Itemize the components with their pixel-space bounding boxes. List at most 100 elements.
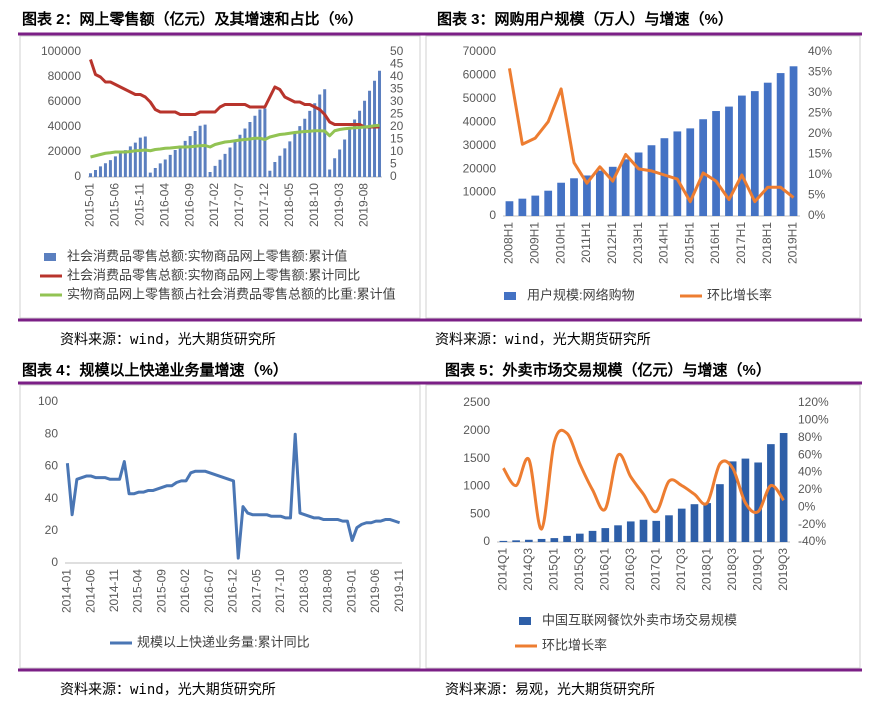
y2-tick-label: 25 [390, 107, 404, 121]
x-tick-label: 2015-06 [108, 183, 122, 227]
x-tick-label: 2014H1 [657, 222, 671, 264]
y-tick-label: 80 [45, 426, 59, 440]
bar [789, 66, 798, 216]
bar [148, 172, 152, 177]
line-series [90, 123, 380, 159]
y2-tick-label: 5% [808, 188, 826, 202]
x-tick-label: 2012H1 [605, 222, 619, 264]
bar [178, 145, 182, 177]
panel [19, 384, 421, 669]
x-tick-label: 2019-03 [332, 183, 346, 227]
y-tick-label: 0 [483, 534, 490, 548]
x-tick-label: 2017-05 [249, 569, 263, 613]
bar [763, 82, 772, 216]
y2-tick-label: 35 [390, 82, 404, 96]
bar [738, 95, 746, 216]
bar [93, 170, 97, 177]
legend-label: 社会消费品零售总额:实物商品网上零售额:累计同比 [67, 267, 360, 282]
bar [98, 166, 102, 177]
bar [634, 152, 643, 216]
bar [712, 111, 720, 216]
bar [113, 156, 117, 177]
bar [138, 137, 142, 177]
bar [499, 540, 508, 542]
legend-label: 规模以上快递业务量:累计同比 [137, 634, 310, 649]
x-tick-label: 2018-08 [321, 569, 335, 613]
bar [248, 122, 252, 177]
y2-tick-label: -20% [798, 517, 826, 531]
bar [518, 198, 527, 216]
y-tick-label: 40000 [463, 114, 497, 128]
x-tick-label: 2016Q3 [623, 548, 637, 591]
bar [88, 173, 92, 177]
bar [318, 94, 322, 177]
x-tick-label: 2011H1 [579, 222, 593, 263]
line-series [502, 428, 785, 531]
y2-tick-label: 80% [798, 430, 822, 444]
line-series [507, 68, 795, 204]
bar [208, 172, 212, 177]
x-tick-label: 2016-04 [157, 183, 171, 227]
bar [767, 444, 775, 542]
bar [203, 124, 207, 177]
bar [218, 159, 222, 177]
bar [353, 119, 357, 177]
y-tick-label: 60 [45, 459, 59, 473]
bar [690, 504, 699, 542]
bar [223, 153, 227, 177]
bar [103, 163, 107, 177]
bar [343, 139, 347, 177]
bar [133, 142, 137, 177]
x-tick-label: 2017-10 [273, 569, 287, 613]
bar [278, 155, 282, 177]
panel [425, 384, 861, 669]
bar [368, 90, 372, 177]
x-tick-label: 2015H1 [682, 222, 696, 264]
y2-tick-label: 10 [390, 144, 404, 158]
y-tick-label: 100000 [41, 44, 81, 58]
x-tick-label: 2019H1 [786, 222, 800, 264]
x-tick-label: 2014-01 [60, 569, 74, 613]
bar [652, 520, 661, 542]
y-tick-label: 40 [45, 491, 59, 505]
bar [323, 89, 327, 177]
bar [673, 131, 682, 216]
bar [348, 129, 352, 177]
x-tick-label: 2019-01 [344, 569, 358, 613]
y2-tick-label: 30 [390, 94, 404, 108]
y-tick-label: 60000 [48, 94, 82, 108]
bar [193, 131, 197, 177]
bar [754, 462, 762, 542]
x-tick-label: 2013H1 [631, 222, 645, 264]
y2-tick-label: -40% [798, 534, 826, 548]
x-tick-label: 2015Q1 [546, 548, 560, 591]
legend-label: 实物商品网上零售额占社会消费品零售总额的比重:累计值 [67, 286, 396, 301]
y-tick-label: 70000 [463, 44, 497, 58]
bar [253, 115, 257, 177]
x-tick-label: 2018H1 [760, 222, 774, 264]
bar [128, 146, 132, 177]
bar [621, 159, 630, 216]
x-tick-label: 2018-05 [282, 183, 296, 227]
y2-tick-label: 30% [808, 85, 832, 99]
y2-tick-label: 20% [808, 126, 832, 140]
bar [158, 163, 162, 177]
y-tick-label: 40000 [48, 119, 82, 133]
legend-label: 中国互联网餐饮外卖市场交易规模 [542, 612, 737, 627]
y2-tick-label: 40% [808, 44, 832, 58]
y-tick-label: 20000 [463, 161, 497, 175]
bar [588, 530, 597, 542]
y-tick-label: 0 [489, 208, 496, 222]
bar [525, 539, 533, 542]
bar [153, 168, 157, 177]
y2-tick-label: 5 [390, 157, 397, 171]
x-tick-label: 2018Q1 [699, 548, 713, 591]
bar [188, 136, 192, 177]
y-tick-label: 2000 [463, 423, 490, 437]
panel [19, 35, 421, 319]
x-tick-label: 2014Q1 [496, 548, 510, 591]
x-tick-label: 2017H1 [734, 222, 748, 264]
bar [163, 159, 167, 177]
bar [338, 149, 342, 177]
legend-swatch [519, 617, 531, 625]
